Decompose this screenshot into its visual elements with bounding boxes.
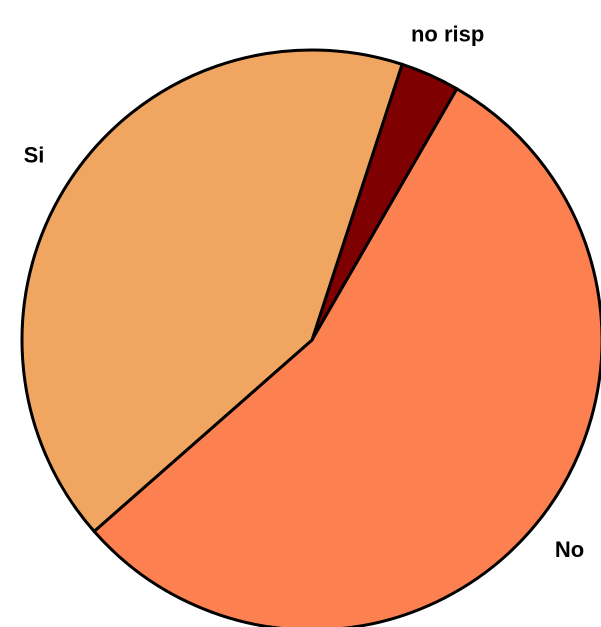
pie-slice (20, 48, 404, 533)
pie-slice (92, 87, 601, 627)
slice-label: no risp (411, 22, 484, 47)
slice-label: No (555, 537, 584, 562)
slice-label: Si (24, 143, 45, 168)
